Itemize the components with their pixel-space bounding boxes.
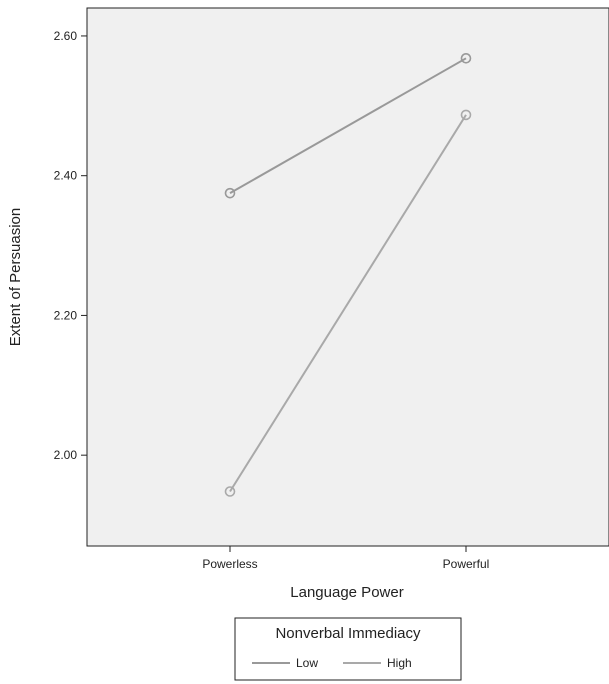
plot-area [86,7,609,547]
x-axis: Powerless Powerful [202,546,489,571]
series-line-high [229,114,467,493]
x-tick-label: Powerful [443,557,490,571]
legend-title: Nonverbal Immediacy [275,625,421,642]
y-tick-label: 2.60 [54,29,78,43]
legend-items: Low High [252,656,412,670]
series-line-low [229,57,467,195]
series-layer [224,53,472,497]
data-point-low [224,187,236,199]
data-point-high [460,109,472,121]
data-point-high [224,486,236,497]
data-point-low [460,53,472,64]
legend-label-high: High [387,656,412,670]
y-tick-label: 2.00 [54,448,78,462]
y-tick-label: 2.40 [54,169,78,183]
legend-box [234,617,462,681]
y-axis: 2.00 2.20 2.40 2.60 [54,29,87,462]
legend-label-low: Low [296,656,318,670]
x-axis-title: Language Power [290,584,403,601]
y-tick-label: 2.20 [54,308,78,322]
legend: Nonverbal Immediacy Low High [234,617,462,681]
x-tick-label: Powerless [202,557,257,571]
y-axis-title: Extent of Persuasion [7,208,24,346]
